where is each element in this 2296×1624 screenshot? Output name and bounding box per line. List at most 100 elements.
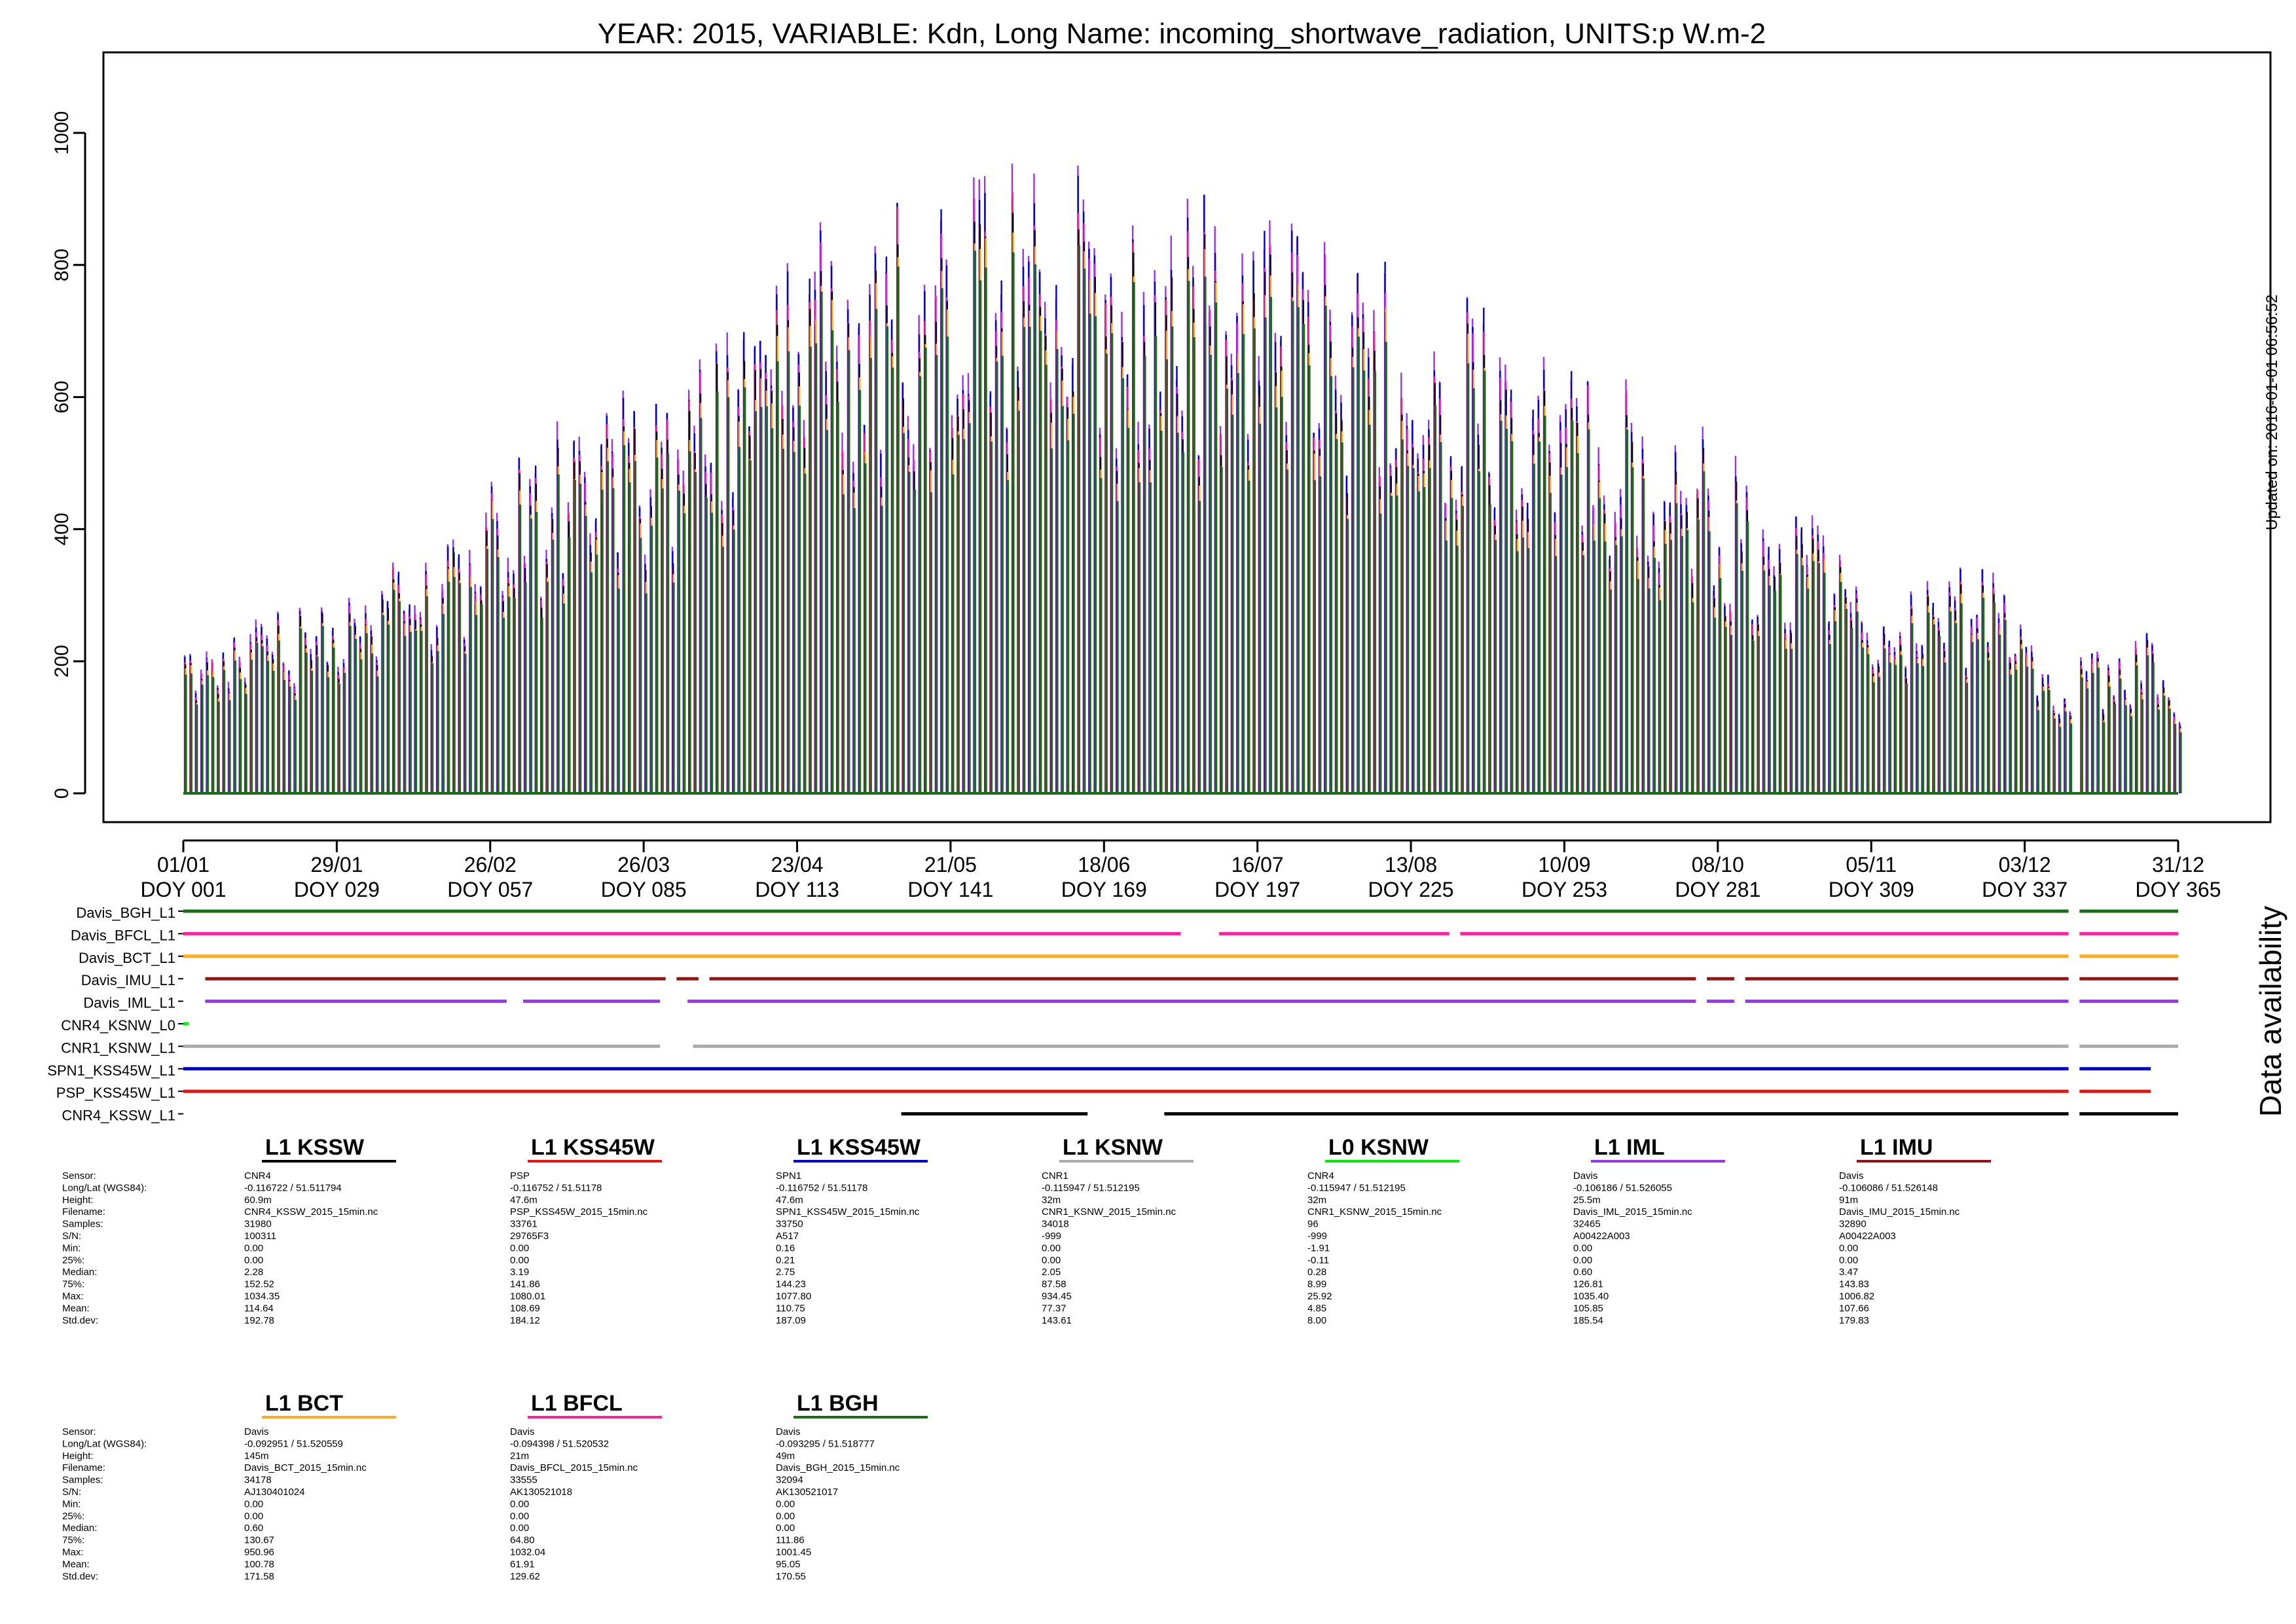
stats-value: 1006.82 bbox=[1839, 1291, 1874, 1302]
stats-value: -0.094398 / 51.520532 bbox=[510, 1438, 609, 1449]
x-tick-date: 31/12 bbox=[2152, 853, 2204, 876]
x-tick-date: 05/11 bbox=[1846, 853, 1897, 876]
stats-value: -0.11 bbox=[1307, 1255, 1329, 1266]
stats-value: -0.093295 / 51.518777 bbox=[776, 1438, 875, 1449]
stats-value: CNR1 bbox=[1042, 1170, 1068, 1182]
x-tick-doy: DOY 113 bbox=[755, 878, 839, 901]
stats-value: 33555 bbox=[510, 1475, 538, 1486]
stats-value: 0.00 bbox=[1839, 1242, 1858, 1254]
x-tick-date: 03/12 bbox=[1999, 853, 2051, 876]
stats-row-label: Std.dev: bbox=[62, 1315, 98, 1326]
stats-value: 32890 bbox=[1839, 1219, 1867, 1230]
stats-row-label: Samples: bbox=[62, 1219, 103, 1230]
stats-value: 8.99 bbox=[1307, 1279, 1326, 1290]
stats-row-label: Mean: bbox=[62, 1559, 90, 1570]
stats-value: 0.00 bbox=[244, 1511, 263, 1522]
x-tick-date: 23/04 bbox=[771, 853, 823, 876]
stats-value: 0.00 bbox=[1573, 1242, 1592, 1254]
x-tick-date: 26/03 bbox=[617, 853, 670, 876]
stats-value: 0.00 bbox=[1573, 1255, 1592, 1266]
x-tick-date: 13/08 bbox=[1385, 853, 1437, 876]
availability-axis-label: Data availability bbox=[2253, 906, 2287, 1117]
availability-row-label: CNR1_KSNW_L1 bbox=[61, 1039, 175, 1056]
stats-value: 0.00 bbox=[510, 1498, 529, 1509]
availability-row-label: PSP_KSS45W_L1 bbox=[56, 1085, 175, 1101]
stats-value: 47.6m bbox=[510, 1195, 538, 1206]
bar-series bbox=[183, 164, 2182, 795]
stats-value: PSP_KSS45W_2015_15min.nc bbox=[510, 1206, 648, 1218]
x-tick-doy: DOY 225 bbox=[1368, 878, 1454, 901]
stats-value: Davis bbox=[1839, 1170, 1864, 1182]
stats-value: PSP bbox=[510, 1170, 530, 1182]
stats-value: 3.19 bbox=[510, 1267, 529, 1278]
stats-value: 2.75 bbox=[776, 1267, 795, 1278]
stats-value: 96 bbox=[1307, 1219, 1319, 1230]
stats-value: CNR4 bbox=[244, 1170, 271, 1182]
stats-row-label: Height: bbox=[62, 1195, 94, 1206]
stats-value: 144.23 bbox=[776, 1279, 806, 1290]
stats-value: -999 bbox=[1307, 1231, 1327, 1242]
updated-timestamp: Updated on: 2016-01-01 06:56:52 bbox=[2263, 295, 2281, 530]
stats-value: Davis_IML_2015_15min.nc bbox=[1573, 1206, 1692, 1218]
availability-panel: Davis_BGH_L1 Davis_BFCL_L1 Davis_BCT_L1 Dav… bbox=[47, 905, 2178, 1124]
x-tick-doy: DOY 337 bbox=[1982, 878, 2068, 901]
stats-value: 1034.35 bbox=[244, 1291, 280, 1302]
stats-value: 25.92 bbox=[1307, 1291, 1332, 1302]
stats-value: 8.00 bbox=[1307, 1315, 1326, 1326]
stats-value: 0.00 bbox=[776, 1511, 795, 1522]
stats-row-label: Long/Lat (WGS84): bbox=[62, 1182, 147, 1193]
stats-value: Davis bbox=[244, 1426, 269, 1437]
stats-value: 129.62 bbox=[510, 1571, 540, 1582]
stats-row-label: Filename: bbox=[62, 1206, 105, 1218]
stats-value: 111.86 bbox=[776, 1535, 805, 1546]
stats-value: 179.83 bbox=[1839, 1315, 1869, 1326]
stats-row-label: Sensor: bbox=[62, 1170, 96, 1182]
stats-value: CNR4 bbox=[1307, 1170, 1334, 1182]
stats-value: A517 bbox=[776, 1231, 799, 1242]
stats-block-title: L1 IMU bbox=[1860, 1135, 1933, 1160]
stats-value: 126.81 bbox=[1573, 1279, 1603, 1290]
stats-value: 95.05 bbox=[776, 1559, 801, 1570]
stats-row-label: Min: bbox=[62, 1498, 81, 1509]
availability-row-label: Davis_IML_L1 bbox=[83, 995, 175, 1011]
x-tick-date: 08/10 bbox=[1692, 853, 1744, 876]
stats-block-title: L1 KSS45W bbox=[797, 1135, 921, 1160]
stats-value: A00422A003 bbox=[1839, 1231, 1896, 1242]
stats-value: -0.092951 / 51.520559 bbox=[244, 1438, 343, 1449]
stats-value: 0.60 bbox=[1573, 1267, 1592, 1278]
x-tick-date: 18/06 bbox=[1078, 853, 1130, 876]
stats-value: 145m bbox=[244, 1451, 269, 1462]
stats-value: 107.66 bbox=[1839, 1303, 1869, 1314]
availability-row-label: Davis_IMU_L1 bbox=[81, 972, 175, 988]
stats-value: -1.91 bbox=[1307, 1242, 1330, 1254]
y-tick-label: 200 bbox=[51, 645, 73, 677]
x-tick-doy: DOY 365 bbox=[2135, 878, 2221, 901]
x-tick-doy: DOY 001 bbox=[140, 878, 226, 901]
stats-value: CNR4_KSSW_2015_15min.nc bbox=[244, 1206, 378, 1218]
stats-value: 171.58 bbox=[244, 1571, 274, 1582]
stats-row-label: 25%: bbox=[62, 1511, 84, 1522]
stats-value: 25.5m bbox=[1573, 1195, 1601, 1206]
stats-block-title: L1 BGH bbox=[797, 1391, 879, 1416]
stats-block-title: L1 BFCL bbox=[531, 1391, 623, 1416]
stats-value: -0.116752 / 51.51178 bbox=[510, 1182, 602, 1193]
stats-value: 2.28 bbox=[244, 1267, 263, 1278]
stats-value: 32465 bbox=[1573, 1219, 1601, 1230]
stats-value: A00422A003 bbox=[1573, 1231, 1630, 1242]
stats-value: SPN1 bbox=[776, 1170, 801, 1182]
x-tick-doy: DOY 281 bbox=[1675, 878, 1760, 901]
stats-value: 3.47 bbox=[1839, 1267, 1858, 1278]
stats-value: Davis_BCT_2015_15min.nc bbox=[244, 1462, 367, 1473]
stats-value: 0.00 bbox=[1042, 1242, 1061, 1254]
stats-value: 87.58 bbox=[1042, 1279, 1066, 1290]
stats-value: Davis bbox=[1573, 1170, 1598, 1182]
stats-value: 170.55 bbox=[776, 1571, 806, 1582]
y-tick-label: 400 bbox=[51, 513, 73, 545]
stats-value: 143.61 bbox=[1042, 1315, 1072, 1326]
stats-value: 0.00 bbox=[776, 1498, 795, 1509]
stats-value: 184.12 bbox=[510, 1315, 540, 1326]
plot-frame bbox=[102, 51, 2272, 823]
stats-value: 33761 bbox=[510, 1219, 538, 1230]
stats-panel: Sensor:Long/Lat (WGS84): Height:Filename:… bbox=[62, 1135, 1991, 1582]
y-tick-label: 1000 bbox=[51, 111, 73, 155]
